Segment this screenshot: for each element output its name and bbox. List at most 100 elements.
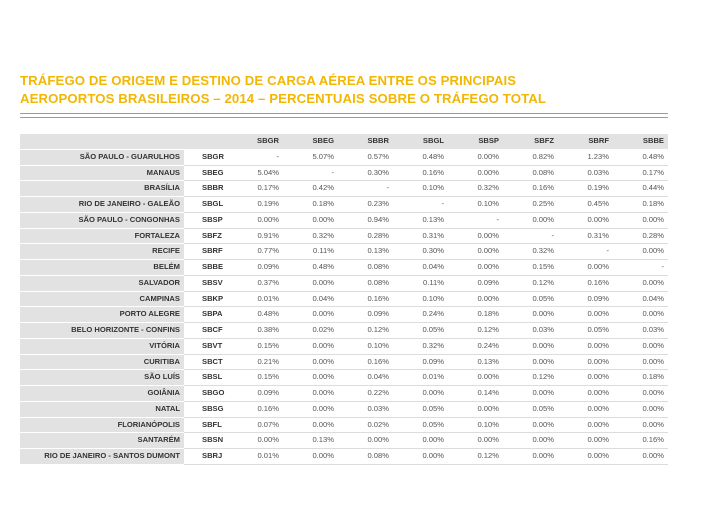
row-value-cell: 0.00% <box>283 369 338 386</box>
row-value-cell: 0.16% <box>503 180 558 197</box>
row-value-cell: 0.00% <box>393 385 448 402</box>
row-airport-name: BRASÍLIA <box>20 180 184 197</box>
row-value-cell: 0.09% <box>228 385 283 402</box>
row-airport-code: SBGL <box>184 196 228 213</box>
row-value-cell: - <box>503 228 558 245</box>
row-value-cell: 0.00% <box>558 306 613 323</box>
row-value-cell: - <box>338 180 393 197</box>
row-value-cell: 0.16% <box>558 275 613 292</box>
table-row: CAMPINAS SBKP 0.01% 0.04% 0.16% 0.10% 0.00% 0.0… <box>20 291 668 308</box>
row-value-cell: 0.04% <box>338 369 393 386</box>
row-airport-name: VITÓRIA <box>20 338 184 355</box>
table-row: MANAUS SBEG 5.04% -0.30% 0.16% 0.00% 0.08% 0.03… <box>20 165 668 182</box>
row-value-cell: 0.00% <box>558 338 613 355</box>
row-value-cell: 0.00% <box>613 306 668 323</box>
row-value-cell: 0.00% <box>558 401 613 418</box>
row-value-cell: 0.00% <box>613 338 668 355</box>
row-value-cell: 0.15% <box>228 369 283 386</box>
row-airport-name: BELO HORIZONTE - CONFINS <box>20 322 184 339</box>
row-value-cell: 0.11% <box>283 243 338 260</box>
row-value-cell: 0.00% <box>283 417 338 434</box>
row-value-cell: 0.23% <box>338 196 393 213</box>
row-airport-code: SBSG <box>184 401 228 418</box>
row-value-cell: 0.19% <box>558 180 613 197</box>
row-value-cell: 0.19% <box>228 196 283 213</box>
column-header: SBGL <box>393 134 448 150</box>
row-value-cell: 0.28% <box>613 228 668 245</box>
table-row: FORTALEZA SBFZ 0.91% 0.32% 0.28% 0.31% 0.00% -0… <box>20 228 668 245</box>
row-value-cell: 0.94% <box>338 212 393 229</box>
table-row: VITÓRIA SBVT 0.15% 0.00% 0.10% 0.32% 0.24% 0.00… <box>20 338 668 355</box>
row-value-cell: 0.13% <box>338 243 393 260</box>
row-value-cell: 0.00% <box>613 401 668 418</box>
row-airport-code: SBSL <box>184 369 228 386</box>
row-value-cell: 0.00% <box>338 432 393 449</box>
row-value-cell: 0.16% <box>338 291 393 308</box>
table-row: BELO HORIZONTE - CONFINS SBCF 0.38% 0.02% 0.… <box>20 322 668 339</box>
row-value-cell: 0.00% <box>283 212 338 229</box>
row-value-cell: 0.05% <box>503 291 558 308</box>
row-value-cell: 0.12% <box>503 275 558 292</box>
row-value-cell: 0.00% <box>558 212 613 229</box>
row-value-cell: 0.10% <box>448 417 503 434</box>
row-value-cell: 0.01% <box>393 369 448 386</box>
row-value-cell: 0.00% <box>393 448 448 465</box>
row-airport-name: BELÉM <box>20 259 184 276</box>
row-value-cell: 0.10% <box>448 196 503 213</box>
row-airport-name: GOIÂNIA <box>20 385 184 402</box>
row-airport-name: SÃO PAULO - CONGONHAS <box>20 212 184 229</box>
row-value-cell: 0.00% <box>613 275 668 292</box>
row-value-cell: 0.00% <box>503 385 558 402</box>
row-airport-code: SBBE <box>184 259 228 276</box>
row-value-cell: 0.48% <box>613 149 668 166</box>
row-value-cell: 0.31% <box>558 228 613 245</box>
row-value-cell: 0.00% <box>448 369 503 386</box>
row-value-cell: 0.21% <box>228 354 283 371</box>
row-airport-code: SBSN <box>184 432 228 449</box>
row-value-cell: 0.00% <box>448 228 503 245</box>
row-value-cell: 0.91% <box>228 228 283 245</box>
row-value-cell: 0.32% <box>283 228 338 245</box>
row-value-cell: 0.22% <box>338 385 393 402</box>
row-value-cell: 0.00% <box>613 385 668 402</box>
row-value-cell: 0.32% <box>448 180 503 197</box>
row-value-cell: 5.04% <box>228 165 283 182</box>
row-value-cell: 0.16% <box>393 165 448 182</box>
table-row: CURITIBA SBCT 0.21% 0.00% 0.16% 0.09% 0.13% 0.0… <box>20 354 668 371</box>
traffic-table: SBGR SBEG SBBR SBGL SBSP SBFZ SBRF SBBE … <box>20 134 668 465</box>
row-value-cell: 0.00% <box>448 401 503 418</box>
row-value-cell: 0.00% <box>558 259 613 276</box>
table-row: RECIFE SBRF 0.77% 0.11% 0.13% 0.30% 0.00% 0.32%… <box>20 243 668 260</box>
row-value-cell: 0.13% <box>393 212 448 229</box>
title-rule-bottom <box>20 117 668 118</box>
row-value-cell: - <box>393 196 448 213</box>
row-value-cell: 0.05% <box>558 322 613 339</box>
row-value-cell: 0.16% <box>228 401 283 418</box>
row-value-cell: 0.00% <box>283 401 338 418</box>
row-value-cell: 0.00% <box>503 417 558 434</box>
row-value-cell: 0.32% <box>393 338 448 355</box>
row-airport-name: FLORIANÓPOLIS <box>20 417 184 434</box>
row-value-cell: 0.03% <box>558 165 613 182</box>
row-value-cell: 0.05% <box>393 417 448 434</box>
row-value-cell: 0.17% <box>228 180 283 197</box>
row-airport-code: SBRJ <box>184 448 228 465</box>
row-airport-name: CAMPINAS <box>20 291 184 308</box>
row-value-cell: 0.00% <box>283 385 338 402</box>
row-value-cell: 0.09% <box>228 259 283 276</box>
page-title: TRÁFEGO DE ORIGEM E DESTINO DE CARGA AÉR… <box>20 72 700 108</box>
row-value-cell: 0.00% <box>283 338 338 355</box>
row-airport-code: SBGR <box>184 149 228 166</box>
row-value-cell: 0.28% <box>338 228 393 245</box>
row-value-cell: 0.08% <box>338 448 393 465</box>
row-value-cell: 0.00% <box>613 212 668 229</box>
row-value-cell: 0.16% <box>613 432 668 449</box>
header-city-cell <box>20 134 184 150</box>
row-value-cell: 0.42% <box>283 180 338 197</box>
row-value-cell: 0.57% <box>338 149 393 166</box>
row-value-cell: 0.00% <box>448 291 503 308</box>
row-airport-name: SÃO PAULO - GUARULHOS <box>20 149 184 166</box>
row-value-cell: 0.00% <box>503 306 558 323</box>
row-airport-code: SBSV <box>184 275 228 292</box>
row-value-cell: 0.09% <box>448 275 503 292</box>
